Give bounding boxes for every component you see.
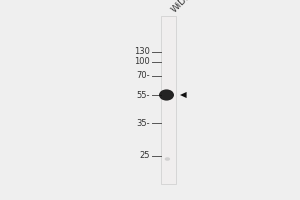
Ellipse shape <box>165 157 170 161</box>
Text: 35-: 35- <box>136 118 150 128</box>
Text: 100: 100 <box>134 58 150 66</box>
Text: 55-: 55- <box>136 90 150 99</box>
Text: 130: 130 <box>134 47 150 56</box>
FancyBboxPatch shape <box>160 16 175 184</box>
Polygon shape <box>180 92 187 98</box>
Text: 70-: 70- <box>136 72 150 80</box>
Ellipse shape <box>159 89 174 101</box>
Text: 25: 25 <box>140 152 150 160</box>
Text: WiDr: WiDr <box>169 0 191 14</box>
